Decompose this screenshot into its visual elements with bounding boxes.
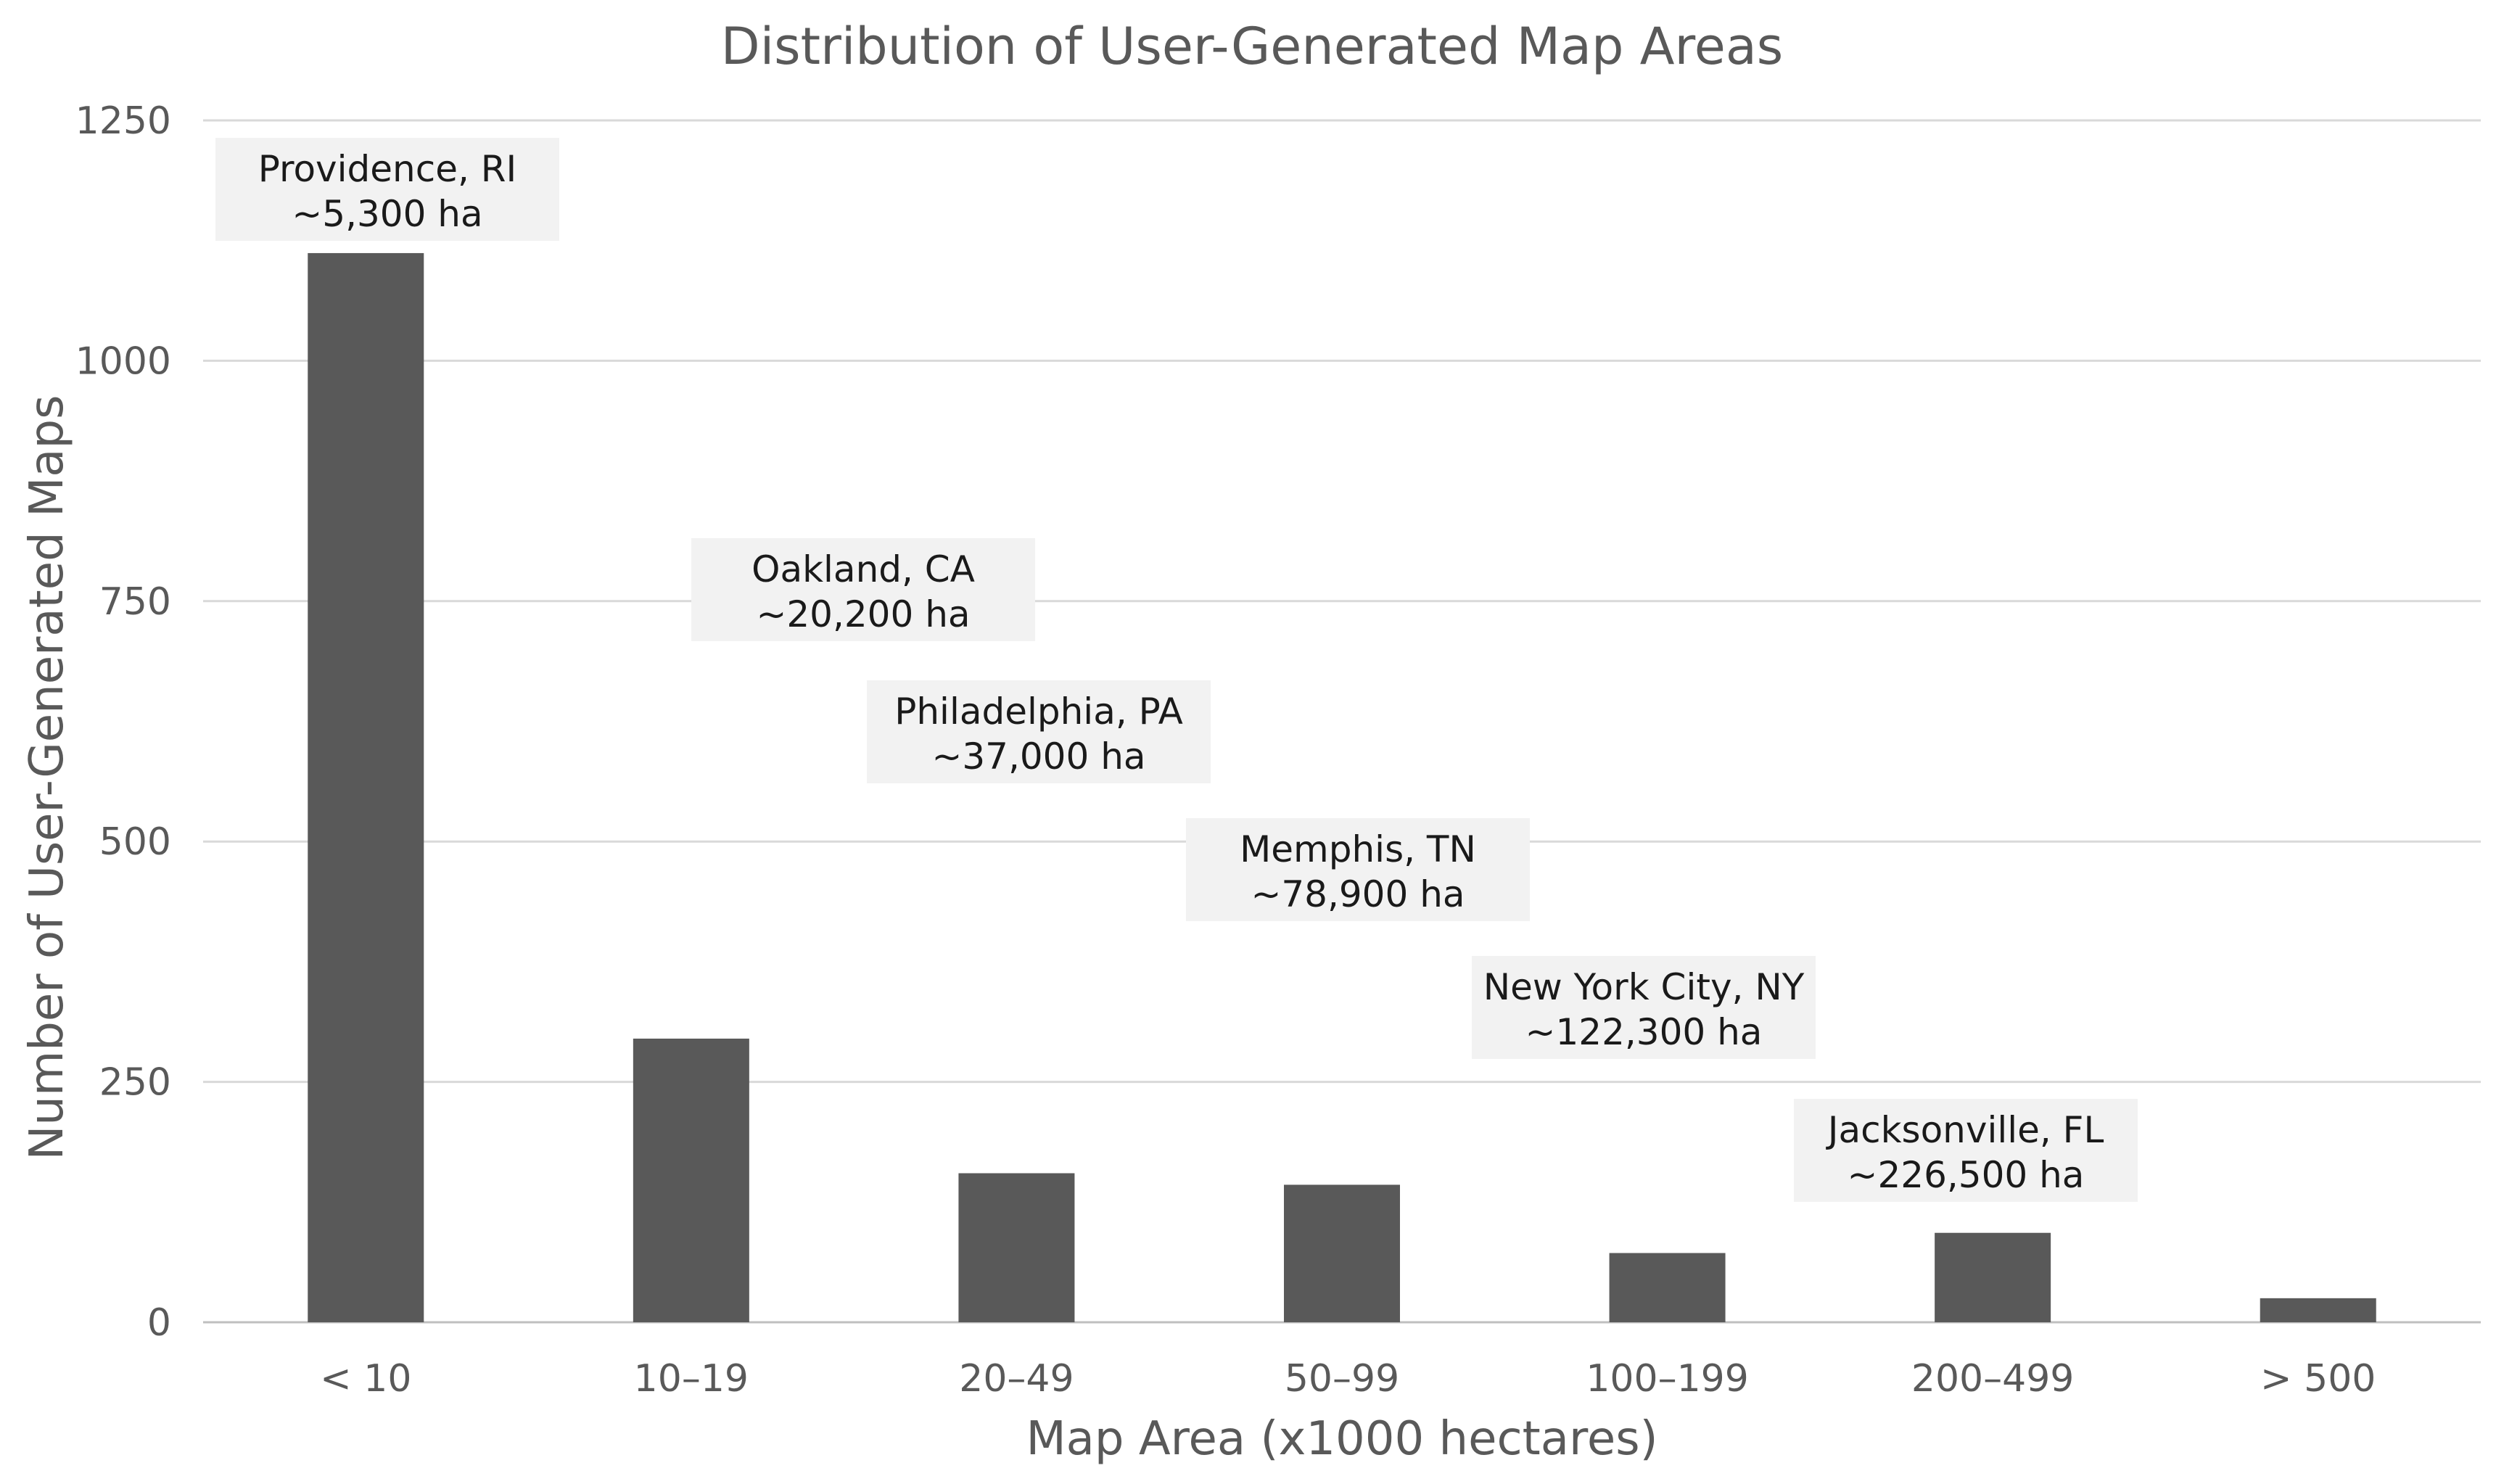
- annotation-callout: Oakland, CA~20,200 ha: [691, 538, 1035, 641]
- annotation-callout: New York City, NY~122,300 ha: [1472, 956, 1816, 1059]
- bar: [1284, 1184, 1400, 1322]
- bar: [1935, 1232, 2051, 1322]
- annotation-city: Jacksonville, FL: [1826, 1109, 2104, 1151]
- y-tick-label: 750: [99, 580, 171, 624]
- x-tick-label: 50–99: [1285, 1357, 1399, 1401]
- annotation-box: [215, 138, 559, 241]
- y-tick-label: 500: [99, 820, 171, 864]
- gridlines: [203, 119, 2481, 1324]
- annotation-area: ~78,900 ha: [1251, 873, 1465, 915]
- x-tick-label: 200–499: [1911, 1357, 2075, 1401]
- annotation-box: [867, 680, 1211, 783]
- annotation-box: [1186, 818, 1530, 921]
- annotation-city: Philadelphia, PA: [894, 691, 1183, 733]
- annotation-area: ~122,300 ha: [1525, 1011, 1763, 1053]
- bars: [308, 252, 2376, 1322]
- annotation-area: ~37,000 ha: [931, 735, 1145, 778]
- annotation-box: [1472, 956, 1816, 1059]
- x-tick-label: < 10: [320, 1357, 411, 1401]
- x-tick-label: > 500: [2260, 1357, 2376, 1401]
- annotation-callout: Memphis, TN~78,900 ha: [1186, 818, 1530, 921]
- bar: [308, 252, 424, 1322]
- annotation-callout: Jacksonville, FL~226,500 ha: [1794, 1099, 2138, 1202]
- x-tick-label: 100–199: [1586, 1357, 1749, 1401]
- annotation-city: Providence, RI: [258, 148, 517, 190]
- bar: [2260, 1298, 2376, 1322]
- x-axis-ticks: < 10 10–19 20–49 50–99 100–199 200–499 > 500: [320, 1357, 2376, 1401]
- chart-title: Distribution of User-Generated Map Areas: [721, 17, 1783, 76]
- annotation-area: ~226,500 ha: [1848, 1154, 2085, 1196]
- annotation-callout: Providence, RI~5,300 ha: [215, 138, 559, 241]
- x-tick-label: 20–49: [959, 1357, 1074, 1401]
- y-axis-ticks: 0 250 500 750 1000 1250: [75, 99, 171, 1345]
- bar: [1609, 1253, 1726, 1322]
- annotation-box: [691, 538, 1035, 641]
- annotation-city: Oakland, CA: [751, 548, 975, 590]
- annotation-city: Memphis, TN: [1240, 828, 1476, 870]
- y-axis-title: Number of User-Generated Maps: [20, 395, 74, 1161]
- annotation-city: New York City, NY: [1483, 966, 1805, 1008]
- x-tick-label: 10–19: [634, 1357, 749, 1401]
- y-tick-label: 1000: [75, 339, 171, 383]
- annotation-callout: Philadelphia, PA~37,000 ha: [867, 680, 1211, 783]
- annotation-area: ~5,300 ha: [292, 193, 482, 235]
- y-tick-label: 0: [147, 1301, 171, 1345]
- y-tick-label: 1250: [75, 99, 171, 143]
- y-tick-label: 250: [99, 1061, 171, 1105]
- bar: [958, 1173, 1075, 1322]
- x-axis-title: Map Area (x1000 hectares): [1026, 1412, 1657, 1466]
- annotations: Providence, RI~5,300 ha Oakland, CA~20,20…: [215, 138, 2138, 1202]
- bar: [633, 1038, 749, 1322]
- annotation-area: ~20,200 ha: [756, 593, 970, 635]
- annotation-box: [1794, 1099, 2138, 1202]
